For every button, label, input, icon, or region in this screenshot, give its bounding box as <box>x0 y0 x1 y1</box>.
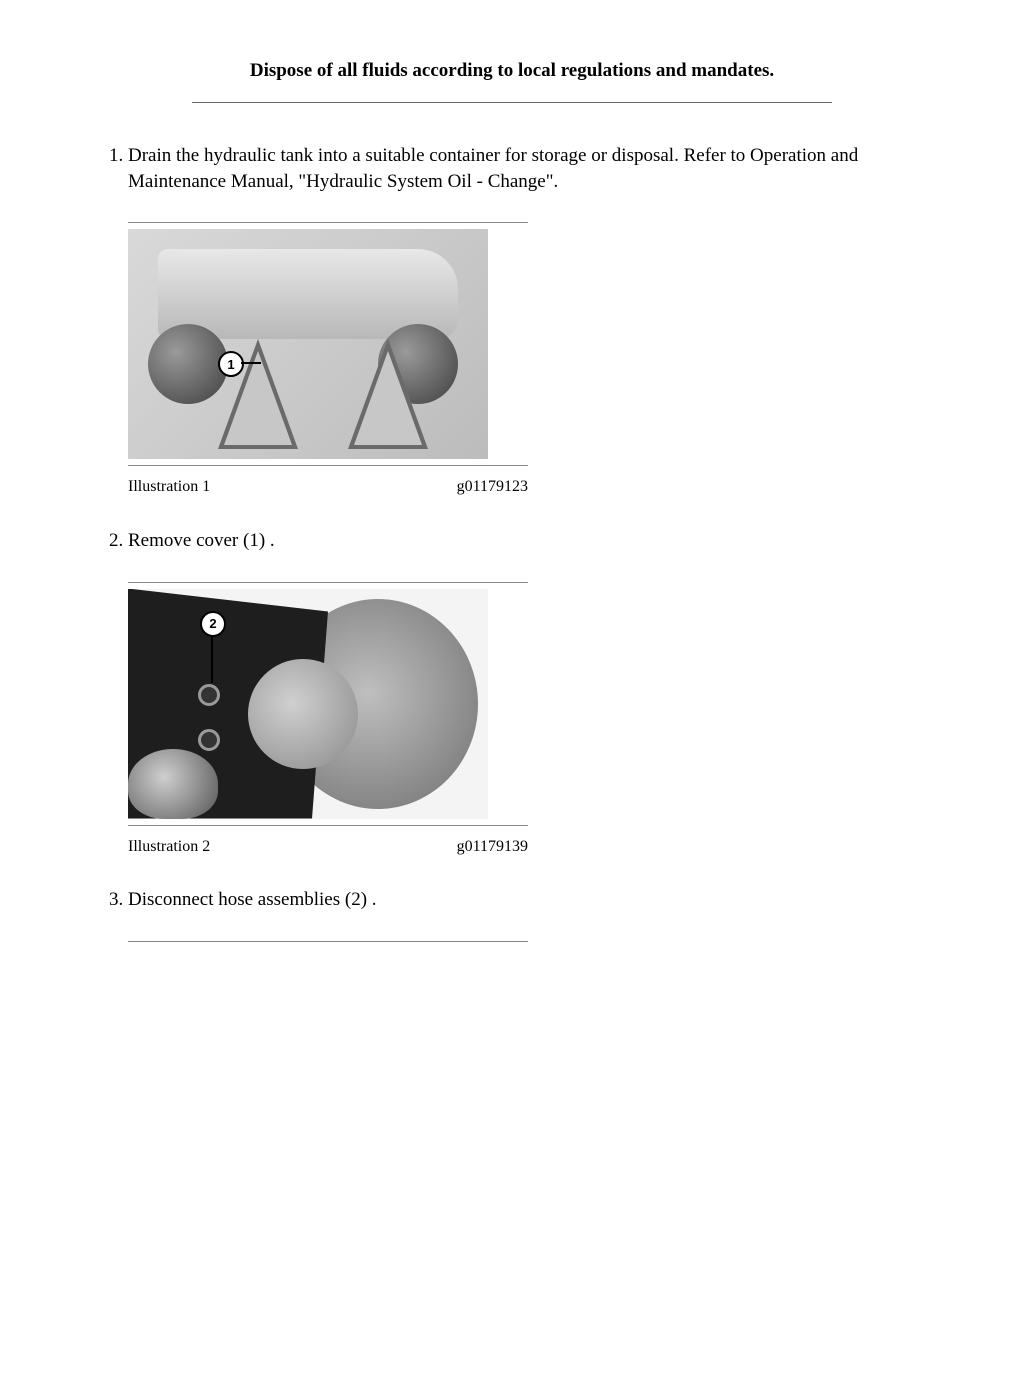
figure-3-top-rule <box>128 941 528 942</box>
step-2-text: Remove cover (1) . <box>128 530 275 551</box>
illustration-2-image: 2 <box>128 589 488 819</box>
figure-3-block <box>128 941 528 942</box>
figure-1-top-rule <box>128 222 528 223</box>
figure-2-top-rule <box>128 582 528 583</box>
figure-2-bottom-rule <box>128 825 528 826</box>
figure-1-code: g01179123 <box>457 476 528 498</box>
figure-2-label: Illustration 2 <box>128 836 210 858</box>
figure-1-label: Illustration 1 <box>128 476 210 498</box>
figure-2-code: g01179139 <box>457 836 528 858</box>
step-3: Disconnect hose assemblies (2) . <box>128 887 944 942</box>
illustration-1-image: 1 <box>128 229 488 459</box>
heading-rule <box>192 102 832 103</box>
figure-1-block: 1 Illustration 1 g01179123 <box>128 222 528 498</box>
figure-2-block: 2 Illustration 2 g01179139 <box>128 582 528 858</box>
figure-2-caption: Illustration 2 g01179139 <box>128 836 528 858</box>
callout-2: 2 <box>200 611 226 637</box>
step-1: Drain the hydraulic tank into a suitable… <box>128 143 944 498</box>
step-3-text: Disconnect hose assemblies (2) . <box>128 889 377 910</box>
procedure-list: Drain the hydraulic tank into a suitable… <box>80 143 944 942</box>
step-2: Remove cover (1) . 2 Illustration 2 g011… <box>128 528 944 857</box>
dispose-heading: Dispose of all fluids according to local… <box>80 60 944 82</box>
step-1-text: Drain the hydraulic tank into a suitable… <box>128 145 858 192</box>
figure-1-caption: Illustration 1 g01179123 <box>128 476 528 498</box>
figure-1-bottom-rule <box>128 465 528 466</box>
